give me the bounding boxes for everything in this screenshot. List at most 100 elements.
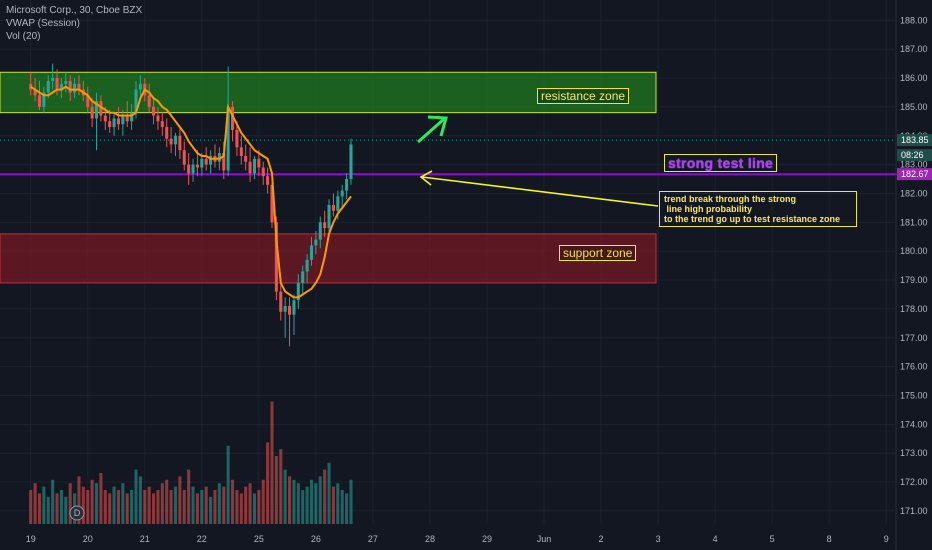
volume-bar: [94, 483, 99, 524]
volume-bar: [108, 493, 112, 524]
candle-body: [204, 158, 208, 165]
price-tick-label: 172.00: [900, 477, 928, 487]
volume-bar: [116, 490, 120, 524]
time-tick-label: 20: [83, 534, 93, 544]
price-tick-label: 171.00: [900, 506, 928, 516]
candle: [147, 83, 151, 113]
volume-bar: [340, 490, 344, 524]
volume-bar: [138, 476, 142, 524]
volume-bar: [147, 486, 151, 524]
volume-bar: [112, 486, 116, 524]
volume-bar: [230, 479, 235, 524]
price-axis[interactable]: 171.00 172.00 173.00 174.00 175.00 176.00 177.…: [900, 15, 928, 516]
candle: [213, 144, 217, 168]
candle-body: [331, 205, 335, 211]
candle: [239, 135, 243, 165]
time-tick-label: 27: [368, 534, 378, 544]
candle: [331, 193, 335, 217]
candle: [51, 63, 55, 90]
volume-bar: [99, 473, 103, 524]
candle: [37, 80, 42, 110]
candle-body: [121, 115, 125, 125]
candle-body: [305, 259, 309, 272]
candle-body: [226, 106, 230, 171]
candle-body: [230, 106, 235, 130]
volume-bar: [182, 490, 186, 524]
volume-bar: [200, 490, 204, 524]
candle: [209, 150, 213, 174]
strong-test-line-label: strong test line: [664, 154, 778, 172]
candle-body: [279, 291, 283, 312]
candle: [345, 173, 349, 200]
vwap-indicator-label[interactable]: VWAP (Session): [6, 18, 80, 29]
candle: [318, 216, 322, 249]
candle-body: [108, 121, 112, 128]
trend-note: trend break through the strong line high…: [659, 191, 857, 227]
volume-bar: [274, 456, 278, 524]
volume-bar: [323, 469, 327, 524]
candle-body: [46, 80, 50, 93]
candle-body: [160, 121, 164, 128]
volume-indicator-label[interactable]: Vol (20): [6, 31, 41, 42]
yellow-arrow-head: [419, 170, 433, 186]
volume-bar: [248, 483, 252, 524]
support-zone-label: support zone: [559, 245, 637, 261]
note-line-3: to the trend go up to test resistance zo…: [664, 214, 841, 224]
symbol-title[interactable]: Microsoft Corp., 30, Cboe BZX: [6, 5, 143, 16]
volume-bar: [195, 493, 199, 524]
time-tick-label: 29: [482, 534, 492, 544]
price-badge-text: 182.67: [901, 169, 929, 179]
dividend-marker-icon[interactable]: D: [69, 505, 85, 521]
candle: [77, 75, 81, 96]
candle: [292, 294, 296, 335]
note-line-1: trend break through the strong: [664, 194, 797, 204]
candle-body: [323, 222, 327, 229]
time-axis[interactable]: 19 20 21 22 25 26 27 28 29 Jun 2 3 4 5 8 9: [26, 534, 889, 544]
candle-body: [340, 190, 344, 197]
candle: [266, 167, 270, 194]
time-tick-label: 2: [599, 534, 604, 544]
candle: [301, 265, 305, 295]
volume-bar: [301, 490, 305, 524]
time-tick-label: 22: [197, 534, 207, 544]
candle: [169, 127, 173, 154]
volume-bar: [165, 479, 169, 524]
time-tick-label: 19: [26, 534, 36, 544]
volume-bar: [160, 483, 164, 524]
volume-bar: [345, 493, 349, 524]
volume-bar: [288, 476, 292, 524]
chart-legend: Microsoft Corp., 30, Cboe BZX VWAP (Sess…: [6, 4, 142, 43]
note-line-2: line high probability: [664, 204, 753, 214]
volume-bar: [204, 486, 208, 524]
candle-body: [296, 282, 300, 301]
resistance-zone-box: [0, 71, 657, 114]
candle: [187, 153, 191, 185]
green-arrow-line: [417, 117, 445, 144]
time-tick-label: 8: [827, 534, 832, 544]
price-tick-label: 178.00: [900, 304, 928, 314]
volume-bar: [156, 490, 160, 524]
annotation-arrows: [417, 115, 659, 207]
volume-bar: [292, 479, 296, 524]
candle-body: [152, 106, 156, 116]
time-tick-label: 26: [311, 534, 321, 544]
candle: [165, 118, 169, 148]
volume-bar: [68, 483, 72, 524]
candle: [94, 92, 99, 151]
candle-body: [147, 95, 151, 107]
candle-body: [336, 196, 340, 211]
volume-bar: [125, 493, 129, 524]
candle: [204, 147, 208, 171]
candle: [252, 155, 256, 180]
candle: [130, 104, 134, 130]
candle-body: [318, 222, 322, 240]
volume-bar: [209, 496, 213, 524]
candle-body: [252, 158, 256, 174]
time-tick-label: 9: [884, 534, 889, 544]
candle-body: [169, 138, 173, 145]
volume-bar: [55, 493, 59, 524]
volume-bar: [327, 462, 331, 524]
candle-body: [51, 78, 55, 81]
